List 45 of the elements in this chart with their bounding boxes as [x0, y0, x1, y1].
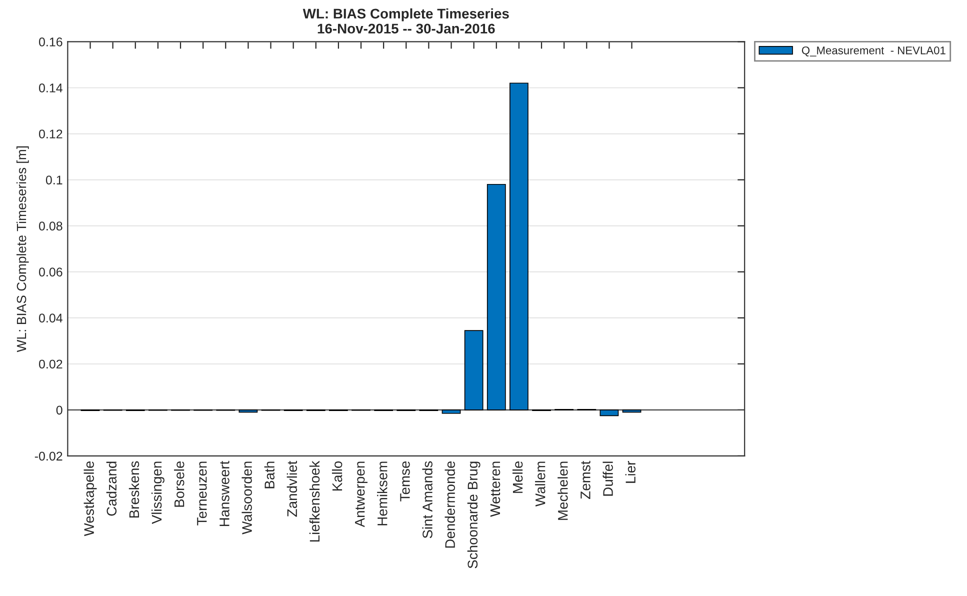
bar: [442, 409, 461, 414]
y-tick-label: 0.06: [38, 268, 62, 276]
x-tick-label: Wetteren: [490, 462, 500, 517]
x-tick-label: Lier: [625, 461, 636, 483]
bar: [622, 409, 642, 413]
x-tick-label: Melle: [512, 461, 523, 493]
x-tick-label: Dendermonde: [444, 461, 455, 548]
x-tick-label: Hemiksem: [377, 462, 388, 526]
x-tick-label: Kallo: [332, 461, 342, 491]
x-tick-label: Zemst: [580, 460, 590, 499]
x-tick-label: Schoonarde Brug: [467, 462, 480, 568]
legend-label: Q_Measurement - NEVLA01: [802, 46, 946, 56]
x-tick-label: Westkapelle: [84, 461, 97, 536]
x-tick-label: Zandvliet: [286, 460, 298, 517]
x-tick-label: Temse: [400, 461, 410, 502]
y-axis-title: WL: BIAS Complete Timeseries [m]: [16, 146, 29, 352]
y-tick-label: -0.02: [34, 452, 62, 461]
x-tick-label: Duffel: [602, 462, 613, 496]
x-tick-label: Bath: [264, 462, 274, 488]
bar: [238, 409, 258, 413]
y-tick-label: 0.12: [38, 130, 62, 138]
x-tick-label: Vlissingen: [151, 462, 164, 524]
x-tick-label: Walsoorden: [242, 462, 252, 534]
y-tick-label: 0.16: [38, 38, 62, 46]
x-tick-label: Liefkenshoek: [309, 460, 320, 542]
x-tick-label: Wallem: [535, 462, 546, 507]
y-tick-label: 0.1: [46, 176, 62, 184]
x-tick-label: Antwerpen: [355, 462, 368, 528]
bar: [464, 330, 484, 410]
x-tick-label: Sint Amands: [422, 461, 432, 538]
y-tick-label: 0.14: [38, 84, 62, 92]
x-tick-label: Terneuzen: [197, 462, 207, 526]
bar: [510, 82, 528, 410]
y-tick-label: 0.08: [38, 222, 62, 230]
x-tick-label: Hansweert: [220, 460, 230, 526]
bar: [486, 184, 506, 410]
x-tick-label: Cadzand: [106, 462, 117, 516]
bar: [600, 409, 619, 416]
chart-title: WL: BIAS Complete Timeseries 16-Nov-2015 -- 30-Jan-2016: [302, 8, 509, 34]
y-tick-label: 0.02: [38, 360, 62, 369]
y-tick-label: 0: [56, 406, 62, 415]
y-tick-label: 0.04: [38, 314, 62, 323]
x-tick-label: Breskens: [128, 461, 140, 518]
x-tick-label: Mechelen: [558, 462, 568, 520]
x-tick-label: Borsele: [174, 461, 184, 507]
